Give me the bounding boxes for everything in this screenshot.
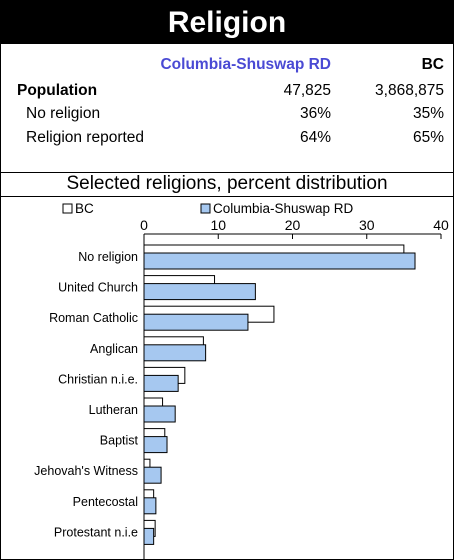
x-tick-label-0: 0	[140, 217, 148, 233]
legend-label-1: Columbia-Shuswap RD	[213, 201, 354, 216]
population-bc-value: 3,868,875	[375, 82, 444, 99]
category-label-7: Jehovah's Witness	[34, 464, 138, 478]
bar-region-6	[143, 436, 168, 454]
category-label-3: Anglican	[90, 342, 138, 356]
bar-region-0	[143, 252, 416, 270]
x-tick-label-2: 20	[285, 217, 301, 233]
no-religion-region-value: 36%	[299, 105, 331, 122]
x-tick-label-4: 40	[433, 217, 449, 233]
bar-region-9	[143, 527, 155, 545]
bar-region-5	[143, 405, 176, 423]
religion-reported-bc-value: 65%	[412, 129, 444, 146]
category-label-9: Protestant n.i.e	[54, 525, 138, 539]
population-region-value: 47,825	[283, 82, 331, 99]
category-label-5: Lutheran	[89, 403, 138, 417]
x-tick-label-1: 10	[210, 217, 226, 233]
category-label-1: United Church	[58, 281, 138, 295]
category-label-6: Baptist	[100, 434, 139, 448]
population-label: Population	[17, 82, 98, 99]
category-label-2: Roman Catholic	[49, 311, 138, 325]
no-religion-label: No religion	[26, 105, 101, 122]
legend-swatch-1	[200, 203, 211, 214]
x-tick-label-3: 30	[359, 217, 375, 233]
bar-region-2	[143, 313, 249, 331]
bc-column-header: BC	[421, 56, 444, 73]
legend-swatch-0	[62, 203, 73, 214]
religion-reported-region-value: 64%	[299, 129, 331, 146]
category-label-8: Pentecostal	[73, 495, 138, 509]
legend-label-0: BC	[75, 201, 94, 216]
bar-region-1	[143, 283, 256, 301]
bar-region-8	[143, 497, 157, 515]
category-label-0: No religion	[78, 250, 138, 264]
no-religion-bc-value: 35%	[412, 105, 444, 122]
bar-region-7	[143, 466, 162, 484]
region-column-header: Columbia-Shuswap RD	[160, 56, 331, 73]
category-label-4: Christian n.i.e.	[58, 372, 138, 386]
chart-title: Selected religions, percent distribution	[1, 172, 453, 197]
page-title: Religion	[1, 1, 453, 44]
summary-table: Columbia-Shuswap RD BC Population 47,825…	[1, 44, 453, 173]
bar-region-3	[143, 344, 207, 362]
bar-region-4	[143, 374, 179, 392]
religion-reported-label: Religion reported	[26, 129, 145, 146]
